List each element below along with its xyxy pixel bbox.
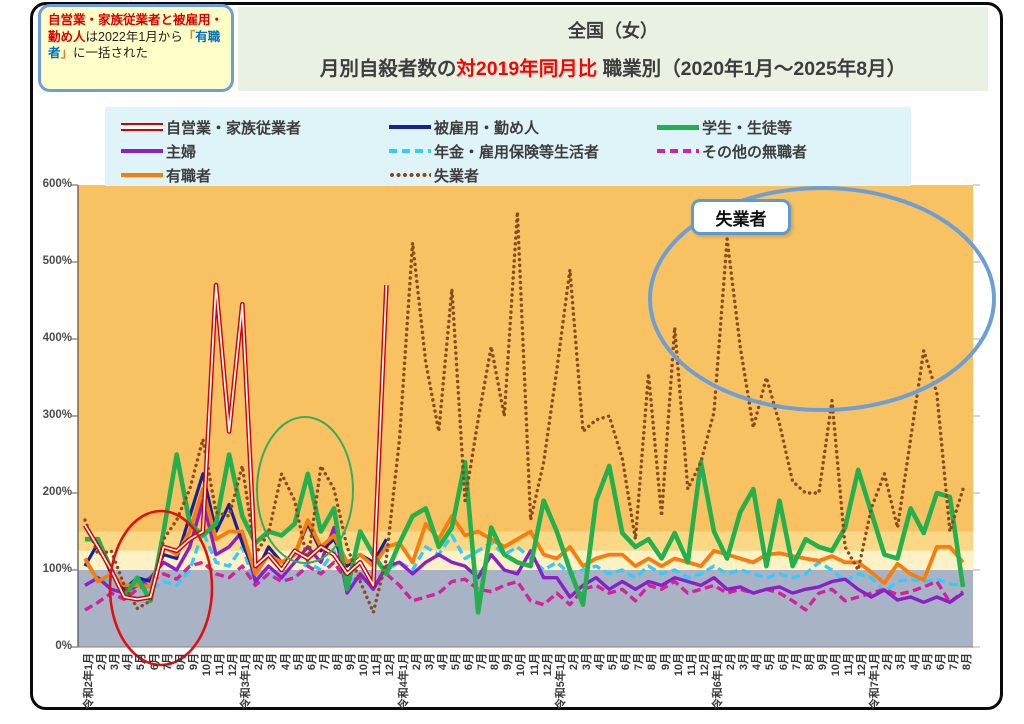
legend-item-4: 年金・雇用保険等生活者 (389, 139, 657, 163)
title-suffix: 職業別（2020年1月～2025年8月） (597, 58, 907, 80)
series-line-7 (83, 210, 965, 615)
legend-label: 被雇用・勤め人 (434, 119, 540, 137)
series-line-4 (83, 529, 964, 594)
legend-swatch-icon (657, 124, 699, 130)
legend-label: 主婦 (166, 143, 197, 161)
note-text-segment: 有職者 (48, 29, 221, 61)
legend-label: 年金・雇用保険等生活者 (434, 143, 600, 161)
legend-item-6: 有職者 (121, 163, 389, 187)
note-text-segment: 自営業・家族従業者と被雇用・勤め人 (48, 13, 224, 44)
y-tick-label: 0% (55, 640, 72, 652)
chart-title-region: 全国（女） (568, 21, 658, 41)
legend-label: 学生・生徒等 (702, 119, 793, 137)
unemployed-annotation-label: 失業者 (691, 199, 791, 235)
red-circle-2020-dip (108, 509, 214, 667)
y-tick-label: 500% (42, 255, 72, 267)
page-border-frame (30, 2, 1003, 710)
series-line-5 (84, 560, 965, 612)
legend: 自営業・家族従業者 被雇用・勤め人 学生・生徒等主婦 年金・雇用保険等生活者 その他の無… (105, 107, 911, 186)
legend-item-5: その他の無職者 (657, 139, 911, 163)
blue-circle-unemployed (648, 186, 996, 412)
note-callout: 自営業・家族従業者と被雇用・勤め人は2022年1月から「有職者」に一括された (38, 4, 234, 92)
legend-swatch-icon (121, 149, 163, 153)
legend-item-7: 失業者 (389, 163, 657, 187)
legend-swatch-icon (389, 172, 431, 178)
band-0-100 (78, 570, 973, 647)
note-text-segment: は2022年1月から (85, 29, 183, 44)
x-tick-label: 8月 (961, 653, 973, 671)
series-line-6 (83, 487, 965, 589)
y-tick-label: 200% (42, 486, 72, 498)
y-tick-label: 100% (42, 563, 72, 575)
legend-label: 自営業・家族従業者 (166, 119, 302, 137)
y-tick-label: 600% (42, 178, 72, 190)
legend-label: 失業者 (434, 167, 480, 185)
series-line-0-core (84, 284, 388, 601)
legend-swatch-icon (389, 149, 431, 153)
legend-label: その他の無職者 (702, 143, 808, 161)
legend-item-1: 被雇用・勤め人 (389, 115, 657, 139)
legend-swatch-icon (121, 173, 163, 177)
legend-item-3: 主婦 (121, 139, 389, 163)
note-text-segment: に一括された (73, 46, 149, 60)
legend-item-2: 学生・生徒等 (657, 115, 911, 139)
green-circle-students-2021 (256, 416, 354, 564)
series-line-2 (85, 452, 966, 615)
title-block: 全国（女） 月別自殺者数の対2019年同月比 職業別（2020年1月～2025年… (238, 7, 988, 91)
legend-swatch-icon (657, 149, 699, 153)
y-tick-label: 400% (42, 332, 72, 344)
title-prefix: 月別自殺者数の (319, 58, 457, 80)
legend-swatch-icon (121, 123, 163, 131)
y-tick-label: 300% (42, 409, 72, 421)
legend-item-0: 自営業・家族従業者 (121, 115, 389, 139)
legend-swatch-icon (389, 125, 431, 129)
legend-label: 有職者 (166, 167, 212, 185)
note-text-segment: 」 (60, 46, 74, 60)
chart-title-main: 月別自殺者数の対2019年同月比 職業別（2020年1月～2025年8月） (238, 52, 988, 81)
note-text-segment: 「 (182, 29, 196, 44)
title-highlight: 対2019年同月比 (456, 58, 598, 80)
